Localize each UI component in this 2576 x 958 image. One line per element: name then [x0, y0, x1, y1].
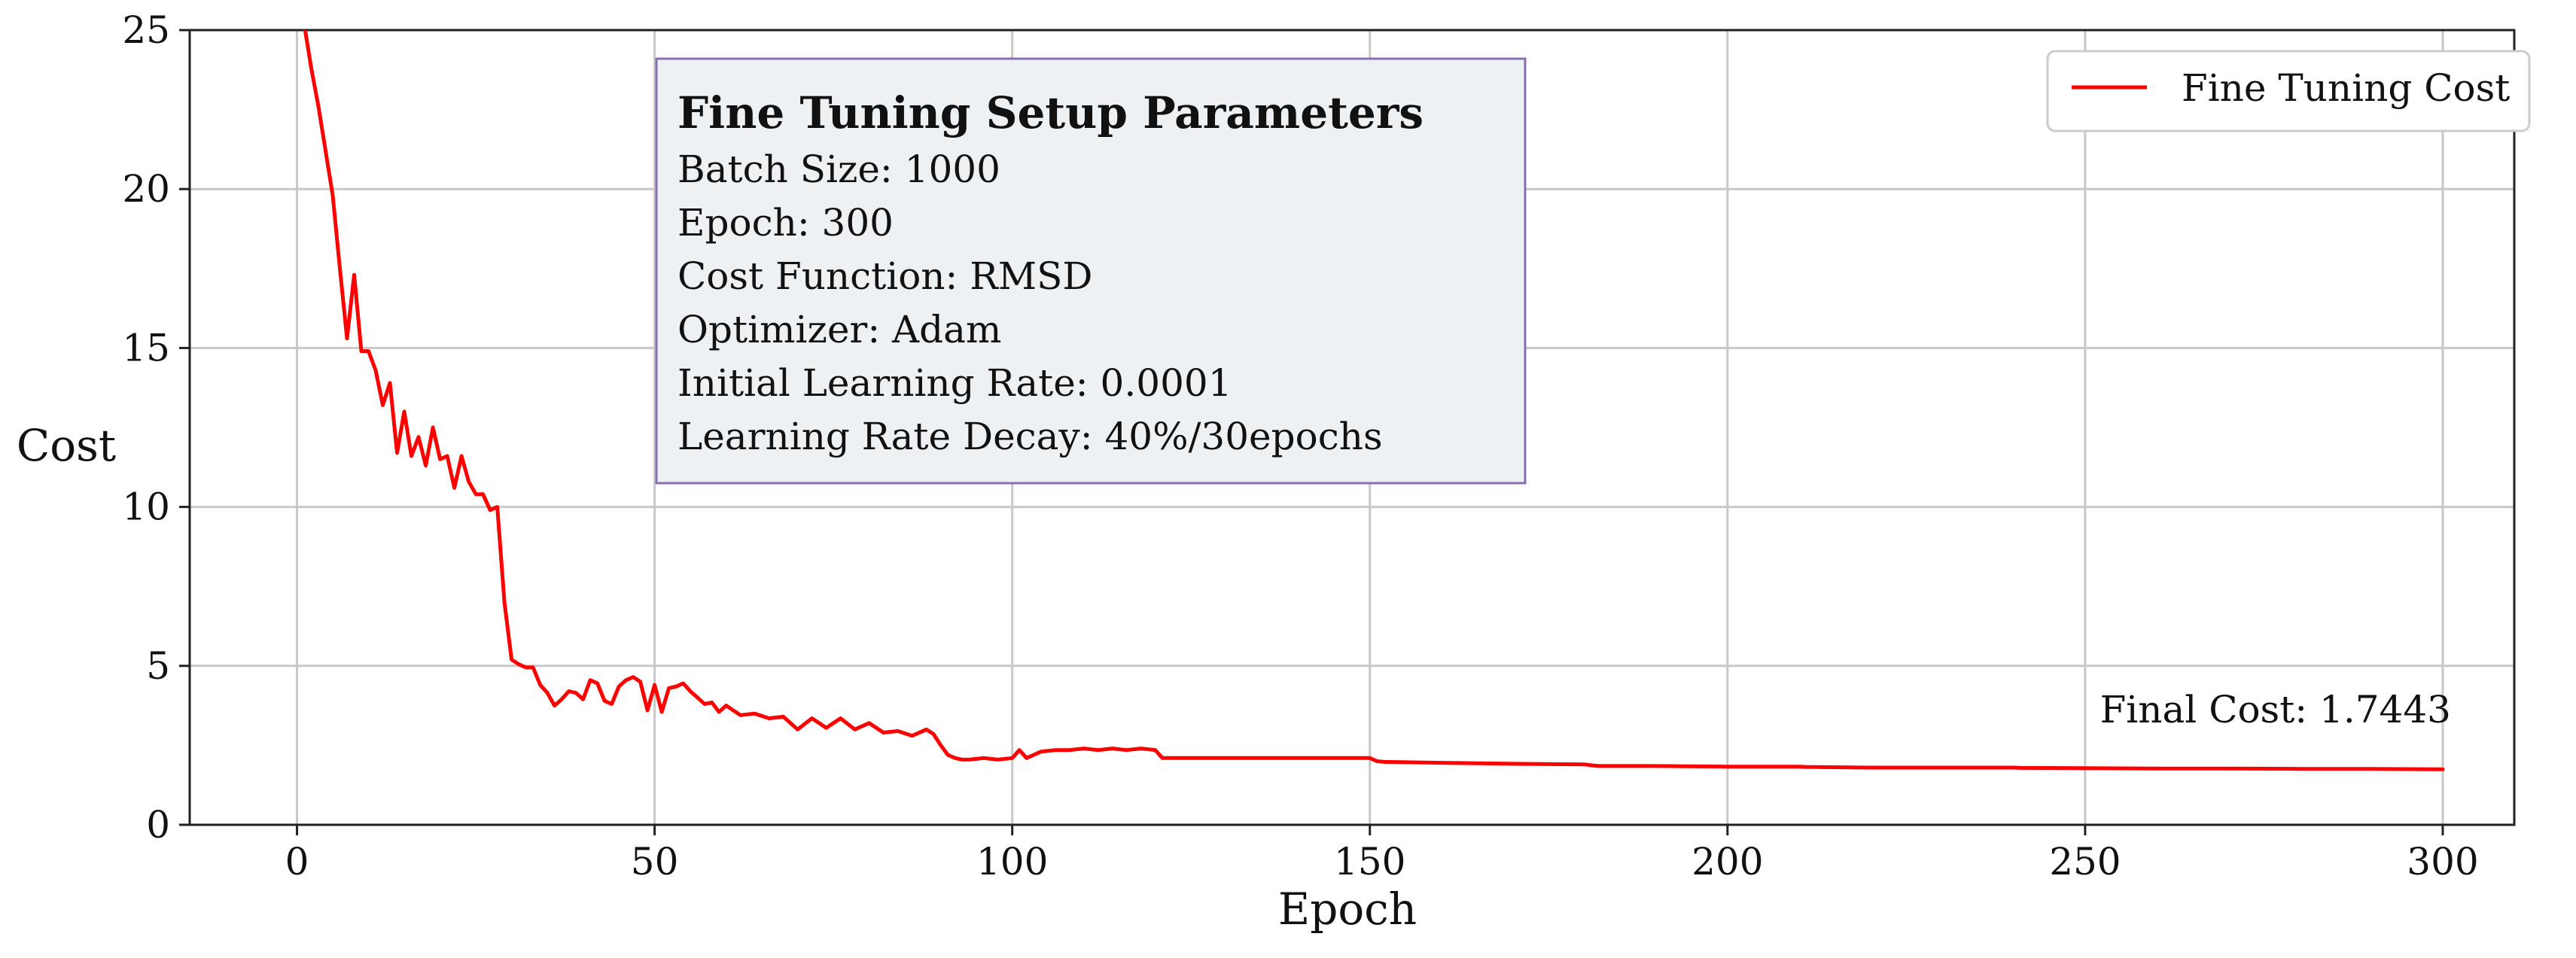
tick-labels: 0 50 100 150 200 250 300 0 5 10 15 20 25	[122, 8, 2478, 883]
y-tick-label: 15	[122, 326, 170, 370]
y-tick-label: 10	[122, 485, 170, 529]
parameter-line: Cost Function: RMSD	[677, 254, 1092, 298]
final-cost-annotation: Final Cost: 1.7443	[2100, 688, 2451, 731]
legend-label: Fine Tuning Cost	[2182, 66, 2510, 110]
legend: Fine Tuning Cost	[2046, 50, 2531, 132]
x-tick-label: 200	[1691, 840, 1763, 883]
y-tick-label: 5	[146, 644, 170, 688]
series-layer	[303, 30, 2445, 771]
x-tick-label: 150	[1334, 840, 1405, 883]
y-axis-label: Cost	[17, 420, 116, 471]
y-tick-label: 20	[122, 167, 170, 211]
y-tick-label: 25	[122, 8, 170, 52]
parameter-line: Initial Learning Rate: 0.0001	[677, 361, 1232, 405]
x-tick-label: 300	[2407, 840, 2478, 883]
x-tick-label: 100	[976, 840, 1048, 883]
x-axis-label: Epoch	[1278, 883, 1417, 935]
x-tick-label: 0	[285, 840, 309, 883]
parameter-line: Optimizer: Adam	[677, 308, 1001, 351]
parameters-box: Fine Tuning Setup Parameters Batch Size:…	[655, 57, 1527, 485]
axes	[179, 29, 2516, 835]
parameter-line: Learning Rate Decay: 40%/30epochs	[677, 415, 1383, 458]
parameters-box-title: Fine Tuning Setup Parameters	[677, 87, 1423, 138]
parameter-line: Epoch: 300	[677, 201, 894, 245]
plot-frame	[188, 29, 2516, 826]
x-tick-label: 50	[631, 840, 679, 883]
x-tick-label: 250	[2049, 840, 2121, 883]
series-line-fine-tuning-cost	[303, 30, 2445, 771]
y-tick-label: 0	[146, 803, 170, 847]
parameter-line: Batch Size: 1000	[677, 148, 1000, 191]
